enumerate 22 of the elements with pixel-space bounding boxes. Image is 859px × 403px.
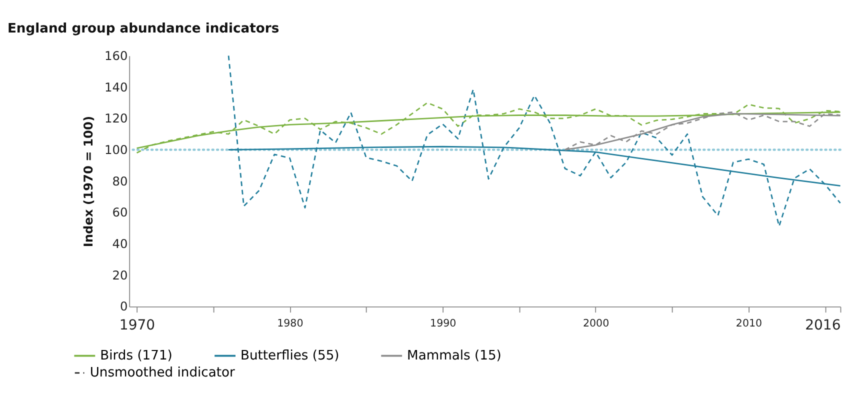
y-tick-label: 140 — [104, 80, 128, 94]
x-tick-label: 2016 — [805, 317, 841, 334]
legend-label: Birds (171) — [100, 348, 172, 364]
y-tick-label: 80 — [112, 174, 128, 188]
y-tick-label: 100 — [104, 142, 128, 157]
x-tick-label: 1980 — [277, 318, 304, 330]
y-axis-title: Index (1970 = 100) — [81, 116, 96, 248]
text: Unsmoothed indicator — [90, 366, 236, 381]
legend-label: Mammals (15) — [407, 348, 502, 364]
y-tick-label: 40 — [112, 236, 128, 251]
y-tick-label: 20 — [112, 268, 128, 282]
legend-label: Butterflies (55) — [240, 348, 340, 364]
line-series — [228, 55, 841, 227]
x-tick-label: 2010 — [736, 318, 762, 330]
y-tick-label: 160 — [104, 48, 128, 63]
y-tick-label: 0 — [120, 300, 128, 314]
x-tick-label: 2000 — [582, 318, 610, 330]
y-tick-label: 120 — [104, 112, 128, 126]
chart-title: England group abundance indicators — [7, 21, 280, 36]
x-tick-label: 1970 — [119, 317, 156, 334]
x-tick-label: 1990 — [430, 318, 456, 330]
y-tick-label: 60 — [112, 206, 128, 220]
